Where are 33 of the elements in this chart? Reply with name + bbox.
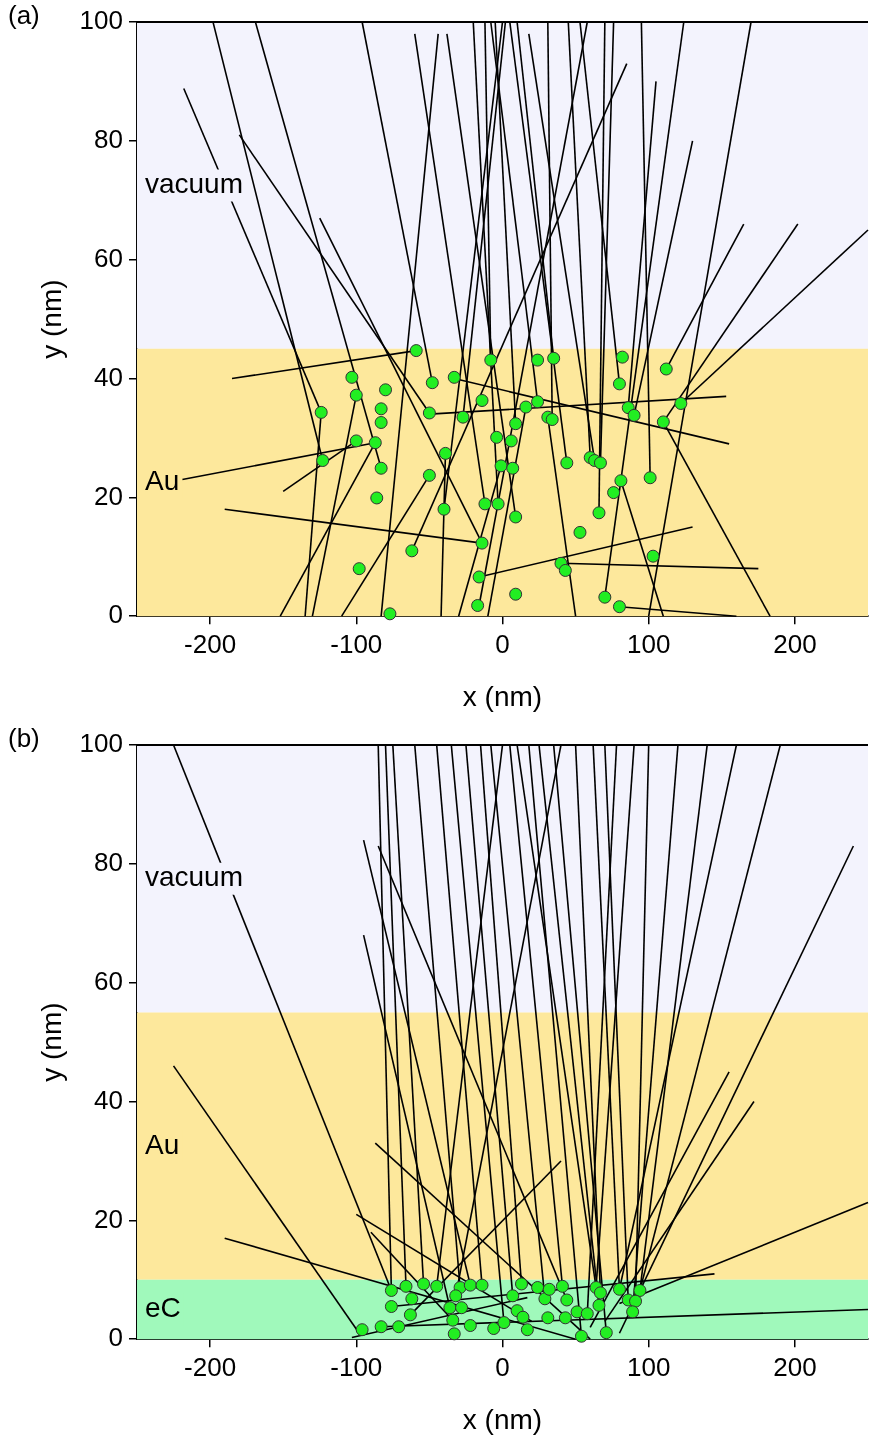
y-tick-label: 80 bbox=[94, 847, 123, 878]
x-axis-title: x (nm) bbox=[462, 680, 543, 712]
y-tick-label: 60 bbox=[94, 242, 123, 273]
x-tick-label: 100 bbox=[627, 1351, 671, 1382]
y-axis-title: y (nm) bbox=[35, 279, 67, 359]
x-tick-label: -100 bbox=[330, 1351, 383, 1382]
y-tick-label: 60 bbox=[94, 965, 123, 996]
text: (a) bbox=[8, 0, 40, 31]
y-axis-title: y (nm) bbox=[35, 1002, 67, 1082]
x-axis-title: x (nm) bbox=[462, 1403, 543, 1435]
y-tick-label: 0 bbox=[108, 599, 123, 630]
text: (b) bbox=[8, 723, 40, 754]
x-tick-label: -100 bbox=[330, 628, 383, 659]
y-tick-label: 40 bbox=[94, 1084, 123, 1115]
x-tick-label: 0 bbox=[495, 1351, 510, 1382]
band-label: vacuum bbox=[144, 861, 244, 893]
y-tick-label: 20 bbox=[94, 480, 123, 511]
y-tick-label: 80 bbox=[94, 124, 123, 155]
band-label: Au bbox=[144, 465, 180, 497]
band-label: vacuum bbox=[144, 168, 244, 200]
x-tick-label: 100 bbox=[627, 628, 671, 659]
x-tick-label: -200 bbox=[184, 628, 237, 659]
y-tick-label: 0 bbox=[108, 1322, 123, 1353]
y-tick-label: 100 bbox=[79, 5, 123, 36]
y-tick-label: 20 bbox=[94, 1203, 123, 1234]
y-tick-label: 40 bbox=[94, 361, 123, 392]
x-tick-label: -200 bbox=[184, 1351, 237, 1382]
x-tick-label: 200 bbox=[773, 1351, 817, 1382]
x-tick-label: 200 bbox=[773, 628, 817, 659]
x-tick-label: 0 bbox=[495, 628, 510, 659]
band-label: Au bbox=[144, 1128, 180, 1160]
band-label: eC bbox=[144, 1292, 181, 1324]
y-tick-label: 100 bbox=[79, 728, 123, 759]
